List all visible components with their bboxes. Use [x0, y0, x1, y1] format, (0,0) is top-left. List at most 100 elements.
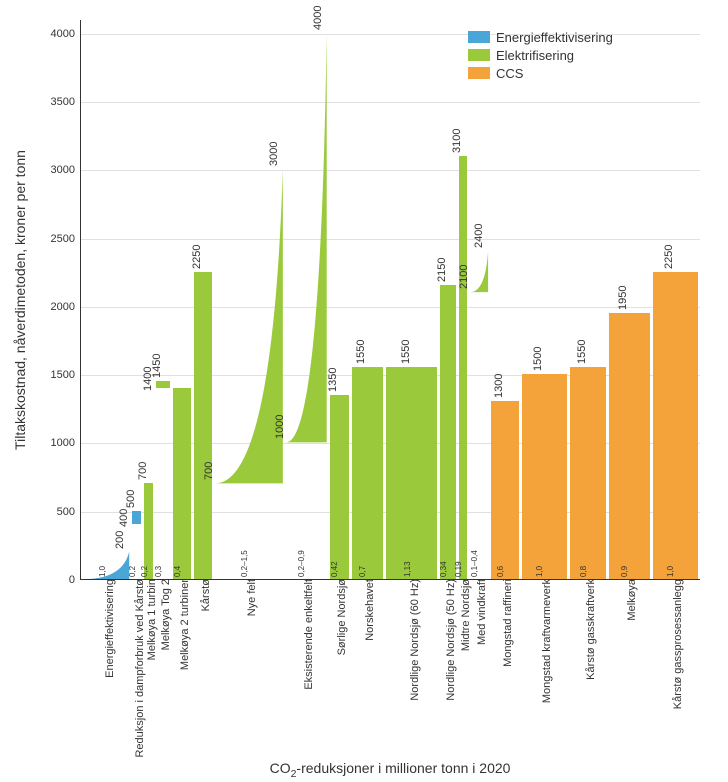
range-bar — [156, 381, 170, 388]
bar — [440, 285, 455, 579]
bar-value-label: 1550 — [355, 340, 367, 364]
bar-value-label: 200 — [114, 530, 126, 548]
bar-width-label: 0,42 — [330, 561, 339, 577]
bar — [330, 395, 349, 579]
legend-label: Elektrifisering — [496, 48, 574, 63]
bar — [522, 374, 567, 579]
legend-item: Elektrifisering — [468, 46, 613, 64]
bar-value-label: 3000 — [268, 142, 280, 166]
bar-width-label: 0,2–1,5 — [240, 550, 249, 577]
bar-value-label: 500 — [125, 489, 137, 507]
x-category-label: Norskehavet — [358, 579, 376, 641]
cost-reduction-chart: 0 500 1000 1500 2000 2500 3000 3500 4000 200 1,0 En… — [0, 0, 728, 782]
legend-label: Energieffektivisering — [496, 30, 613, 45]
x-category-label: Kårstø gasskraftverk — [579, 579, 597, 680]
gridline — [81, 239, 700, 240]
bar-value-label: 3100 — [451, 128, 463, 152]
bar-value-label: 2250 — [663, 244, 675, 268]
x-category-label: Sørlige Nordsjø — [330, 579, 348, 655]
bar-width-label: 0,2–0,9 — [297, 550, 306, 577]
bar-value-label: 1550 — [576, 340, 588, 364]
bar-width-label: 0,34 — [439, 561, 448, 577]
x-category-label: Nye felt — [240, 579, 258, 616]
bar-value-label: 1450 — [151, 353, 163, 377]
legend-item: Energieffektivisering — [468, 28, 613, 46]
bar-value-label: 2150 — [436, 258, 448, 282]
bar — [653, 272, 698, 579]
y-tick-label: 2000 — [51, 301, 81, 313]
legend-label: CCS — [496, 66, 523, 81]
bar-value-label: 1500 — [532, 347, 544, 371]
bar-value-label: 4000 — [312, 5, 324, 29]
x-title-pre: CO — [270, 760, 291, 776]
bar-width-label: 0,6 — [496, 566, 505, 577]
bar — [491, 401, 518, 579]
bar — [352, 367, 384, 579]
bar-width-label: 0,7 — [358, 566, 367, 577]
bar — [194, 272, 212, 579]
bar — [609, 313, 650, 579]
bar-low-label: 1000 — [274, 415, 286, 439]
gridline — [81, 307, 700, 308]
bar-value-label: 700 — [137, 462, 149, 480]
bar-value-label: 1550 — [400, 340, 412, 364]
bar-width-label: 0,3 — [154, 566, 163, 577]
gridline — [81, 170, 700, 171]
y-tick-label: 3000 — [51, 164, 81, 176]
range-bar — [132, 511, 141, 525]
bar — [173, 388, 191, 579]
y-tick-label: 0 — [69, 574, 81, 586]
x-category-label: Energieffektivisering — [98, 579, 116, 678]
bar-value-label: 2250 — [191, 244, 203, 268]
y-tick-label: 3500 — [51, 96, 81, 108]
legend-swatch — [468, 67, 490, 79]
x-category-label: Kårstø gassprosessanlegg — [666, 579, 684, 709]
x-category-label: Mongstad kraftvarmeverk — [535, 579, 553, 703]
x-title-post: -reduksjoner i millioner tonn i 2020 — [296, 760, 510, 776]
wedge-bar — [286, 19, 327, 579]
bar — [386, 367, 437, 579]
bar — [570, 367, 606, 579]
bar-low-label: 400 — [118, 509, 130, 527]
wedge-bar — [215, 19, 283, 579]
bar-value-label: 1300 — [493, 374, 505, 398]
bar-width-label: 0,9 — [620, 566, 629, 577]
x-category-label: Mongstad raffineri — [496, 579, 514, 667]
y-tick-label: 2500 — [51, 233, 81, 245]
x-category-label: Nordlige Nordsjø (60 Hz) — [403, 579, 421, 701]
x-category-label: Melkøya — [620, 579, 638, 621]
bar-width-label: 0,2 — [140, 566, 149, 577]
legend-item: CCS — [468, 64, 613, 82]
bar-low-label: 2100 — [458, 265, 470, 289]
bar — [459, 156, 468, 579]
y-axis-title: Tiltakskostnad, nåverdimetoden, kroner p… — [12, 150, 28, 450]
y-tick-label: 4000 — [51, 28, 81, 40]
legend-swatch — [468, 49, 490, 61]
gridline — [81, 102, 700, 103]
x-category-label: Melkøya Tog 2 — [154, 579, 172, 650]
x-category-label: Med vindkraft — [470, 579, 488, 645]
y-tick-label: 1500 — [51, 369, 81, 381]
bar-width-label: 0,4 — [173, 566, 182, 577]
bar-width-label: 1,0 — [98, 566, 107, 577]
x-axis-title: CO2-reduksjoner i millioner tonn i 2020 — [270, 760, 511, 780]
bar-width-label: 0,1–0,4 — [470, 550, 479, 577]
bar-width-label: 1,0 — [535, 566, 544, 577]
legend-swatch — [468, 31, 490, 43]
bar-width-label: 0,2 — [128, 566, 137, 577]
bar-width-label: 0,8 — [579, 566, 588, 577]
bar-low-label: 700 — [203, 462, 215, 480]
wedge-bar — [84, 19, 129, 579]
x-category-label: Melkøya 2 turbiner — [173, 579, 191, 670]
y-tick-label: 1000 — [51, 437, 81, 449]
bar-value-label: 2400 — [473, 224, 485, 248]
legend: Energieffektivisering Elektrifisering CCS — [468, 28, 613, 82]
bar-width-label: 1,13 — [403, 561, 412, 577]
bar-width-label: 1,0 — [666, 566, 675, 577]
y-tick-label: 500 — [57, 506, 81, 518]
bar — [144, 483, 153, 579]
wedge-bar — [470, 19, 488, 579]
bar-width-label: 0,19 — [454, 561, 463, 577]
x-category-label: Kårstø — [194, 579, 212, 611]
bar-value-label: 1350 — [327, 367, 339, 391]
